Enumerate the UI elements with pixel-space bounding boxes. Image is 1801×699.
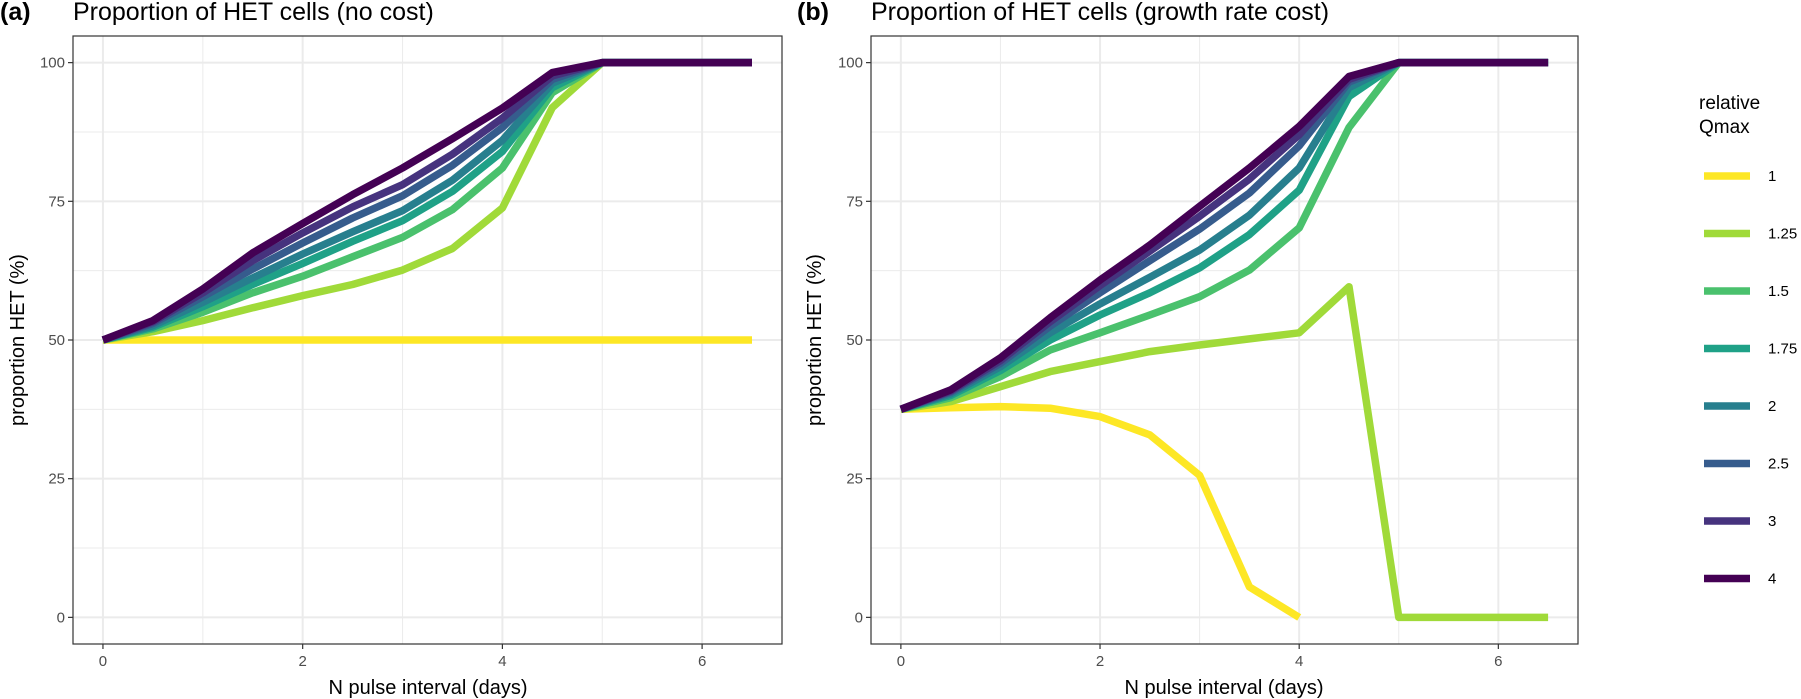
panel-b-series-line-1: [900, 402, 1302, 621]
legend-title-line2: Qmax: [1699, 117, 1750, 138]
legend-label-4: 4: [1768, 571, 1776, 588]
panel-b-ytick-label: 50: [846, 332, 863, 349]
panel-a-xtick-label: 4: [498, 653, 506, 670]
panel-b-xtick-label: 4: [1295, 653, 1303, 670]
panel-b-title: Proportion of HET cells (growth rate cos…: [871, 0, 1329, 26]
legend: relative Qmax 1 1.25 1.5 1.75 2 2.5 3 4: [1699, 93, 1797, 588]
panel-b-tag: (b): [797, 0, 829, 26]
panel-b-plot: 0 2 4 6 0 25 50 75 100: [838, 35, 1579, 670]
panel-b-xlabel: N pulse interval (days): [1125, 677, 1324, 699]
panel-b-xtick-label: 2: [1096, 653, 1104, 670]
panel-a-series-line-4: [101, 58, 752, 344]
legend-label-1.25: 1.25: [1768, 226, 1797, 243]
legend-label-3: 3: [1768, 513, 1776, 530]
panel-b-ytick-label: 75: [846, 193, 863, 210]
panel-b-ytick-label: 100: [838, 55, 863, 72]
panel-a-xlabel: N pulse interval (days): [329, 677, 528, 699]
panel-a-ylabel: proportion HET (%): [7, 254, 29, 426]
panel-b-xtick-label: 0: [897, 653, 905, 670]
panel-b-series-line-4: [899, 58, 1549, 413]
panel-a-ytick-label: 50: [48, 332, 65, 349]
panel-a-xtick-label: 0: [99, 653, 107, 670]
legend-label-2.5: 2.5: [1768, 456, 1789, 473]
panel-a-title: Proportion of HET cells (no cost): [73, 0, 434, 26]
panel-b-xtick-label: 6: [1494, 653, 1502, 670]
panel-b-ytick-label: 0: [855, 609, 863, 626]
panel-a-xtick-label: 6: [698, 653, 706, 670]
panel-a-ytick-label: 0: [57, 609, 65, 626]
panel-a-ytick-label: 75: [48, 193, 65, 210]
panel-a-tag: (a): [0, 0, 31, 26]
legend-label-1.75: 1.75: [1768, 341, 1797, 358]
panel-a-ytick-label: 25: [48, 471, 65, 488]
panel-b-series-line-1.25: [900, 282, 1549, 622]
panel-a-xtick-label: 2: [299, 653, 307, 670]
legend-label-1: 1: [1768, 168, 1776, 185]
legend-label-2: 2: [1768, 398, 1776, 415]
panel-b-ytick-label: 25: [846, 471, 863, 488]
panel-a-ytick-label: 100: [40, 55, 65, 72]
panel-a-plot: 0 2 4 6 0 25 50 75 100: [40, 35, 783, 670]
panel-b-ylabel: proportion HET (%): [804, 254, 826, 426]
legend-title-line1: relative: [1699, 93, 1760, 114]
legend-label-1.5: 1.5: [1768, 283, 1789, 300]
